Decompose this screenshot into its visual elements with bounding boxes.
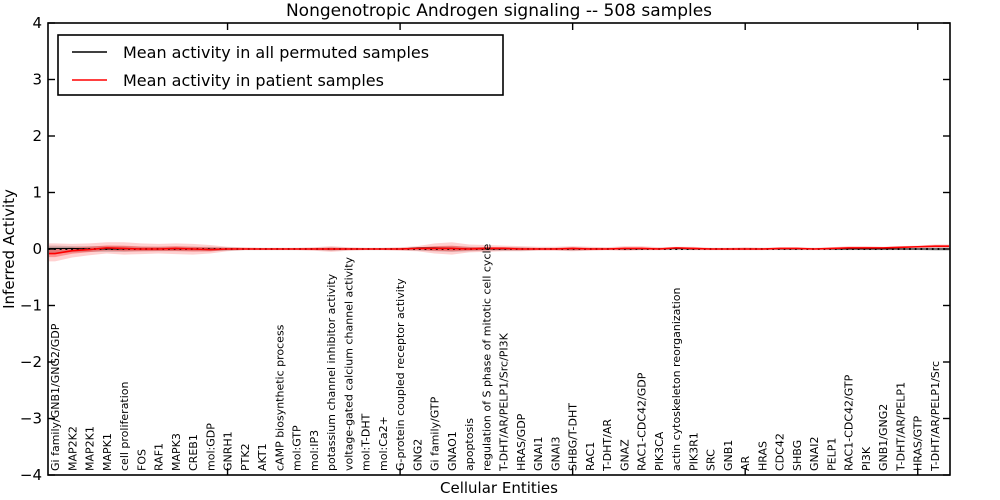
x-category-label: MAPK1 bbox=[101, 433, 114, 471]
band-patient bbox=[49, 242, 949, 262]
y-tick-label: 1 bbox=[32, 184, 42, 202]
x-category-label: AKT1 bbox=[256, 443, 269, 471]
y-tick-label: 0 bbox=[32, 240, 42, 258]
x-category-label: PI3K bbox=[860, 446, 873, 471]
x-category-label: GNRH1 bbox=[222, 431, 235, 471]
x-category-label: SHBG bbox=[791, 440, 804, 471]
x-category-label: AR bbox=[739, 455, 752, 471]
x-category-label: PELP1 bbox=[825, 438, 838, 471]
x-category-label: potassium channel inhibitor activity bbox=[325, 273, 338, 471]
x-category-label: mol:Ca2+ bbox=[377, 416, 390, 471]
x-category-label: Gi family/GNB1/GNG2/GDP bbox=[49, 323, 62, 471]
x-category-label: regulation of S phase of mitotic cell cy… bbox=[480, 243, 493, 471]
x-category-label: GNB1 bbox=[722, 440, 735, 471]
x-category-label: cAMP biosynthetic process bbox=[273, 324, 286, 471]
x-category-label: PIK3CA bbox=[653, 431, 666, 471]
x-category-label: T-DHT/AR/PELP1/Src bbox=[929, 361, 942, 472]
x-category-label: MAPK3 bbox=[170, 433, 183, 471]
x-category-label: G-protein coupled receptor activity bbox=[394, 278, 407, 471]
series-lines-layer bbox=[48, 245, 950, 255]
y-tick-label: 2 bbox=[32, 127, 42, 145]
legend-box bbox=[57, 34, 504, 96]
x-category-label: RAC1-CDC42/GTP bbox=[843, 374, 856, 471]
x-category-label: GNAO1 bbox=[446, 431, 459, 471]
x-category-label: mol:IP3 bbox=[308, 430, 321, 471]
x-category-label: HRAS/GDP bbox=[515, 413, 528, 471]
x-category-label: GNAI2 bbox=[808, 436, 821, 471]
legend-label-patient: Mean activity in patient samples bbox=[123, 71, 384, 90]
x-category-label: RAC1 bbox=[584, 442, 597, 471]
x-category-label: SRC bbox=[705, 449, 718, 471]
y-tick-label: 4 bbox=[32, 14, 42, 32]
x-category-label: RAF1 bbox=[153, 443, 166, 471]
legend-label-permuted: Mean activity in all permuted samples bbox=[123, 43, 429, 62]
confidence-bands-layer bbox=[49, 242, 949, 262]
y-tick-label: −1 bbox=[20, 297, 42, 315]
x-category-label: MAP2K1 bbox=[84, 426, 97, 471]
x-category-label: GNG2 bbox=[411, 439, 424, 471]
x-category-label: cell proliferation bbox=[118, 381, 131, 471]
x-category-label: T-DHT/AR/PELP1/Src/PI3K bbox=[498, 332, 511, 472]
x-category-label: T-DHT/AR/PELP1 bbox=[894, 382, 907, 472]
y-tick-label: −4 bbox=[20, 466, 42, 484]
x-category-label: SHBG/T-DHT bbox=[567, 403, 580, 471]
x-axis-label: Cellular Entities bbox=[440, 479, 558, 497]
x-category-label: RAC1-CDC42/GDP bbox=[636, 372, 649, 471]
y-tick-label: −3 bbox=[20, 410, 42, 428]
x-category-label: PIK3R1 bbox=[687, 432, 700, 471]
x-category-label: actin cytoskeleton reorganization bbox=[670, 287, 683, 471]
axes-ticks-layer: 4 3 2 1 0 −1 −2 −3 −4 bbox=[20, 14, 950, 484]
y-tick-label: −2 bbox=[20, 353, 42, 371]
x-category-label: mol:GDP bbox=[204, 423, 217, 471]
x-category-label: mol:T-DHT bbox=[360, 413, 373, 471]
x-category-label: CREB1 bbox=[187, 434, 200, 471]
x-category-label: FOS bbox=[135, 449, 148, 471]
x-category-label: CDC42 bbox=[774, 433, 787, 471]
x-category-label: GNAZ bbox=[618, 439, 631, 471]
x-category-label: apoptosis bbox=[463, 418, 476, 471]
y-tick-label: 3 bbox=[32, 71, 42, 89]
x-category-label: Gi family/GTP bbox=[429, 396, 442, 471]
x-category-label: MAP2K2 bbox=[66, 426, 79, 471]
y-axis-label: Inferred Activity bbox=[0, 189, 18, 309]
x-category-label: GNB1/GNG2 bbox=[877, 404, 890, 471]
x-category-label: HRAS/GTP bbox=[912, 415, 925, 471]
x-category-label: HRAS bbox=[756, 441, 769, 471]
x-category-label: PTK2 bbox=[239, 443, 252, 471]
x-category-label: GNAI3 bbox=[549, 436, 562, 471]
chart-title: Nongenotropic Androgen signaling -- 508 … bbox=[286, 1, 712, 21]
x-category-label: GNAI1 bbox=[532, 436, 545, 471]
patient-mean-line bbox=[49, 245, 949, 255]
x-category-label: voltage-gated calcium channel activity bbox=[342, 256, 355, 471]
x-category-label: mol:GTP bbox=[291, 425, 304, 471]
x-category-label: T-DHT/AR bbox=[601, 419, 614, 472]
legend: Mean activity in all permuted samples Me… bbox=[57, 34, 504, 96]
plot-border bbox=[47, 22, 951, 476]
x-category-labels-layer: Gi family/GNB1/GNG2/GDP MAP2K2 MAP2K1 MAPK1… bbox=[49, 243, 942, 472]
